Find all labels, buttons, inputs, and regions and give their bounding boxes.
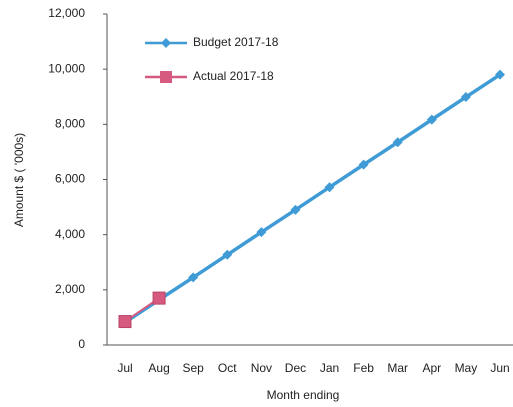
series-line [124,73,501,324]
x-tick-label: Mar [387,361,408,375]
series-marker [392,137,403,148]
x-tick-label: Jan [320,361,339,375]
y-tick-label: 2,000 [55,282,85,296]
legend-label: Budget 2017-18 [193,35,279,49]
legend-label: Actual 2017-18 [193,69,274,83]
series-marker [152,291,166,305]
x-tick-label: Oct [218,361,237,375]
y-tick-label: 6,000 [55,172,85,186]
x-axis-label: Month ending [267,388,340,402]
series-marker [118,315,132,329]
series-marker [358,159,369,170]
y-axis-label: Amount $ ( '000s) [12,133,26,227]
series-marker [324,182,335,193]
y-tick-label: 4,000 [55,227,85,241]
x-tick-label: Aug [148,361,169,375]
series-marker [256,227,267,238]
series-marker [426,114,437,125]
y-tick-label: 8,000 [55,117,85,131]
series-marker [188,272,199,283]
series-marker [222,249,233,260]
x-tick-label: Jun [490,361,509,375]
x-tick-label: Dec [285,361,306,375]
y-tick-label: 0 [78,337,85,351]
series-marker [290,204,301,215]
series-marker [495,69,505,80]
legend-marker [160,71,172,83]
legend-marker [161,38,171,48]
x-tick-label: Nov [251,361,272,375]
y-tick-label: 12,000 [48,6,85,20]
x-tick-label: Feb [353,361,374,375]
series-marker [460,92,471,103]
x-tick-label: Apr [422,361,441,375]
y-tick-label: 10,000 [48,61,85,75]
x-tick-label: Sep [183,361,205,375]
x-tick-label: May [455,361,478,375]
x-tick-label: Jul [117,361,132,375]
